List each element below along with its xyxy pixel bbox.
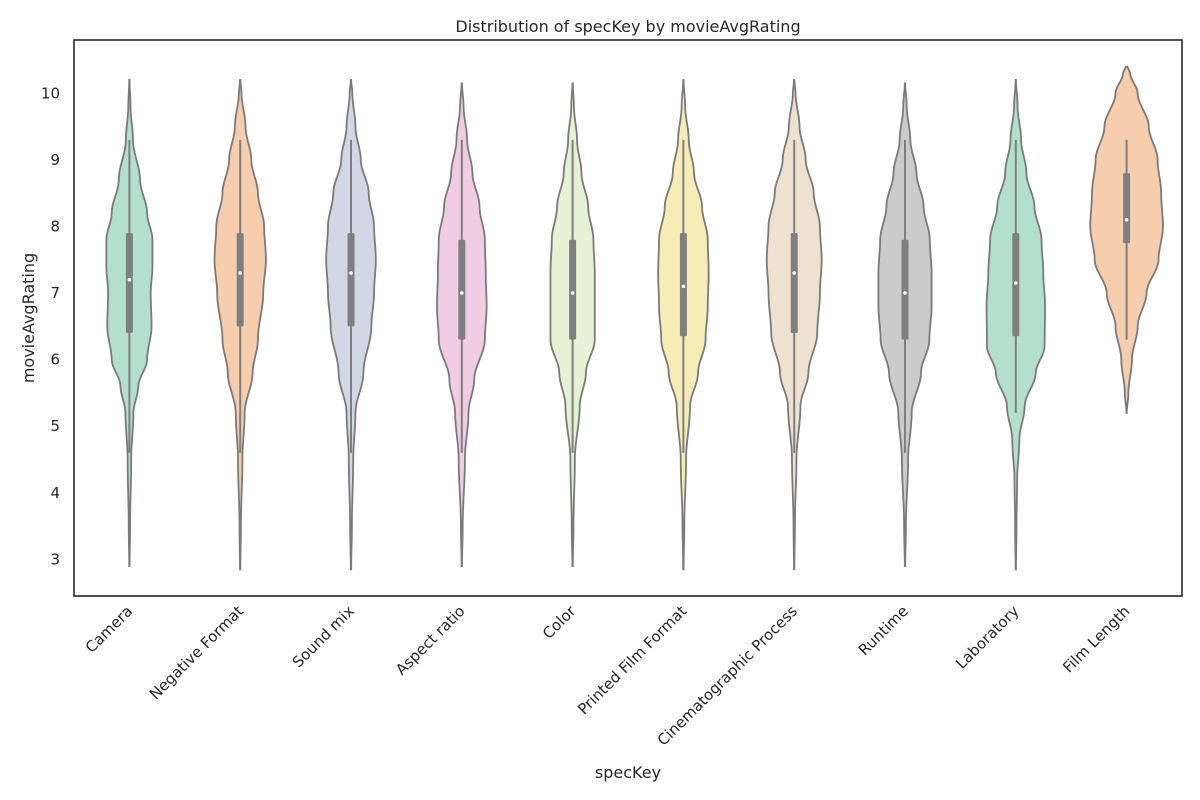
chart-title: Distribution of specKey by movieAvgRatin… xyxy=(455,17,800,36)
iqr-box xyxy=(1123,173,1131,244)
x-axis-title: specKey xyxy=(595,763,661,782)
iqr-box xyxy=(901,239,909,340)
violin-film-length xyxy=(1089,65,1164,414)
plot-area xyxy=(105,65,1164,571)
y-axis: 3 4 5 6 7 8 9 10 xyxy=(41,84,60,568)
violin-camera xyxy=(105,79,154,567)
x-tick-label: Camera xyxy=(82,602,136,656)
x-tick-label: Aspect ratio xyxy=(392,602,469,679)
x-tick-label: Printed Film Format xyxy=(574,602,690,718)
violin-printed-film-format xyxy=(657,79,710,571)
median-dot xyxy=(127,277,132,282)
violin-color xyxy=(549,82,596,567)
median-dot xyxy=(238,271,242,275)
median-dot xyxy=(903,291,907,295)
violin-cinematographic-process xyxy=(765,79,823,571)
y-tick-label: 4 xyxy=(50,484,60,502)
violin-runtime xyxy=(877,82,933,567)
x-axis: Camera Negative Format Sound mix Aspect rat… xyxy=(82,602,1134,750)
median-dot xyxy=(1014,281,1018,285)
y-tick-label: 3 xyxy=(50,550,60,568)
y-tick-label: 10 xyxy=(41,84,60,102)
x-tick-label: Laboratory xyxy=(952,602,1023,673)
y-tick-label: 9 xyxy=(50,151,60,169)
x-tick-label: Color xyxy=(539,602,580,643)
violin-sound-mix xyxy=(325,79,377,571)
median-dot xyxy=(1124,217,1129,222)
iqr-box xyxy=(347,233,355,327)
y-tick-label: 8 xyxy=(50,217,60,235)
median-dot xyxy=(570,291,575,295)
median-dot xyxy=(460,291,464,295)
x-tick-label: Sound mix xyxy=(289,602,358,671)
violin-aspect-ratio xyxy=(436,82,488,567)
iqr-box xyxy=(125,233,133,333)
violin-laboratory xyxy=(985,79,1046,571)
iqr-box xyxy=(569,239,577,340)
x-tick-label: Film Length xyxy=(1059,602,1133,676)
y-tick-label: 5 xyxy=(50,417,60,435)
y-tick-label: 6 xyxy=(50,351,60,369)
x-tick-label: Negative Format xyxy=(146,602,247,703)
median-dot xyxy=(792,271,796,275)
iqr-box xyxy=(458,239,466,340)
iqr-box xyxy=(790,233,798,333)
x-tick-label: Runtime xyxy=(855,602,912,659)
violin-negative-format xyxy=(213,79,267,571)
median-dot xyxy=(681,284,686,289)
y-tick-label: 7 xyxy=(50,284,60,302)
iqr-box xyxy=(236,233,244,327)
y-axis-title: movieAvgRating xyxy=(19,253,38,383)
plot-frame xyxy=(73,39,1183,597)
median-dot xyxy=(349,271,353,275)
